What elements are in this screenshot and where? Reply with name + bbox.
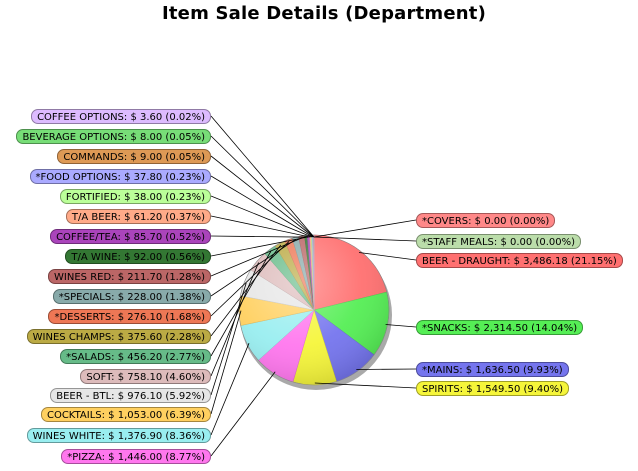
leader-line bbox=[313, 236, 417, 242]
slice-label: *COVERS: $ 0.00 (0.00%) bbox=[416, 212, 556, 228]
leader-line bbox=[385, 324, 417, 328]
leader-line bbox=[210, 175, 314, 238]
slice-label: *PIZZA: $ 1,446.00 (8.77%) bbox=[61, 448, 211, 464]
slice-label: FORTIFIED: $ 38.00 (0.23%) bbox=[59, 188, 211, 204]
slice-label: BEER - BTL: $ 976.10 (5.92%) bbox=[50, 387, 211, 403]
leader-line bbox=[314, 382, 417, 389]
leader-line bbox=[210, 241, 290, 317]
slice-label: COFFEE OPTIONS: $ 3.60 (0.02%) bbox=[31, 108, 211, 124]
leader-line bbox=[210, 237, 302, 277]
slice-label: WINES WHITE: $ 1,376.90 (8.36%) bbox=[26, 427, 211, 443]
leader-line bbox=[210, 238, 297, 297]
leader-line bbox=[210, 115, 315, 238]
slice-label: COFFEE/TEA: $ 85.70 (0.52%) bbox=[50, 228, 211, 244]
leader-line bbox=[210, 155, 314, 238]
slice-label: *SNACKS: $ 2,314.50 (14.04%) bbox=[416, 319, 584, 335]
chart-title: Item Sale Details (Department) bbox=[161, 3, 486, 24]
slice-label: COMMANDS: $ 9.00 (0.05%) bbox=[57, 148, 211, 164]
leader-line bbox=[210, 215, 311, 238]
leader-line bbox=[210, 262, 259, 377]
slice-label: *SPECIALS: $ 228.00 (1.38%) bbox=[52, 288, 211, 304]
slice-label: WINES RED: $ 211.70 (1.28%) bbox=[48, 268, 211, 284]
slice-label: T/A BEER: $ 61.20 (0.37%) bbox=[65, 208, 211, 224]
leader-line bbox=[356, 368, 417, 370]
leader-line bbox=[210, 235, 309, 238]
slice-label: BEER - DRAUGHT: $ 3,486.18 (21.15%) bbox=[416, 252, 623, 268]
slice-label: SOFT: $ 758.10 (4.60%) bbox=[80, 368, 211, 384]
slice-label: *MAINS: $ 1,636.50 (9.93%) bbox=[416, 361, 569, 377]
slice-label: *DESSERTS: $ 276.10 (1.68%) bbox=[48, 308, 211, 324]
leader-line bbox=[358, 252, 417, 261]
leader-line bbox=[210, 343, 250, 436]
slice-label: COCKTAILS: $ 1,053.00 (6.39%) bbox=[40, 406, 211, 422]
slice-label: *STAFF MEALS: $ 0.00 (0.00%) bbox=[416, 233, 582, 249]
leader-line bbox=[313, 219, 417, 238]
leader-line bbox=[210, 195, 313, 238]
slice-label: BEVERAGE OPTIONS: $ 8.00 (0.05%) bbox=[16, 128, 211, 144]
slice-label: WINES CHAMPS: $ 375.60 (2.28%) bbox=[26, 328, 211, 344]
slice-label: *FOOD OPTIONS: $ 37.80 (0.23%) bbox=[29, 168, 211, 184]
leader-line bbox=[210, 237, 307, 257]
leader-line bbox=[210, 135, 315, 238]
pie-gloss bbox=[239, 235, 389, 385]
slice-label: *SALADS: $ 456.20 (2.77%) bbox=[60, 348, 211, 364]
leader-line bbox=[210, 282, 247, 396]
slice-label: SPIRITS: $ 1,549.50 (9.40%) bbox=[416, 380, 570, 396]
leader-line bbox=[210, 371, 276, 457]
slice-label: T/A WINE: $ 92.00 (0.56%) bbox=[65, 248, 211, 264]
leader-line bbox=[210, 310, 242, 415]
